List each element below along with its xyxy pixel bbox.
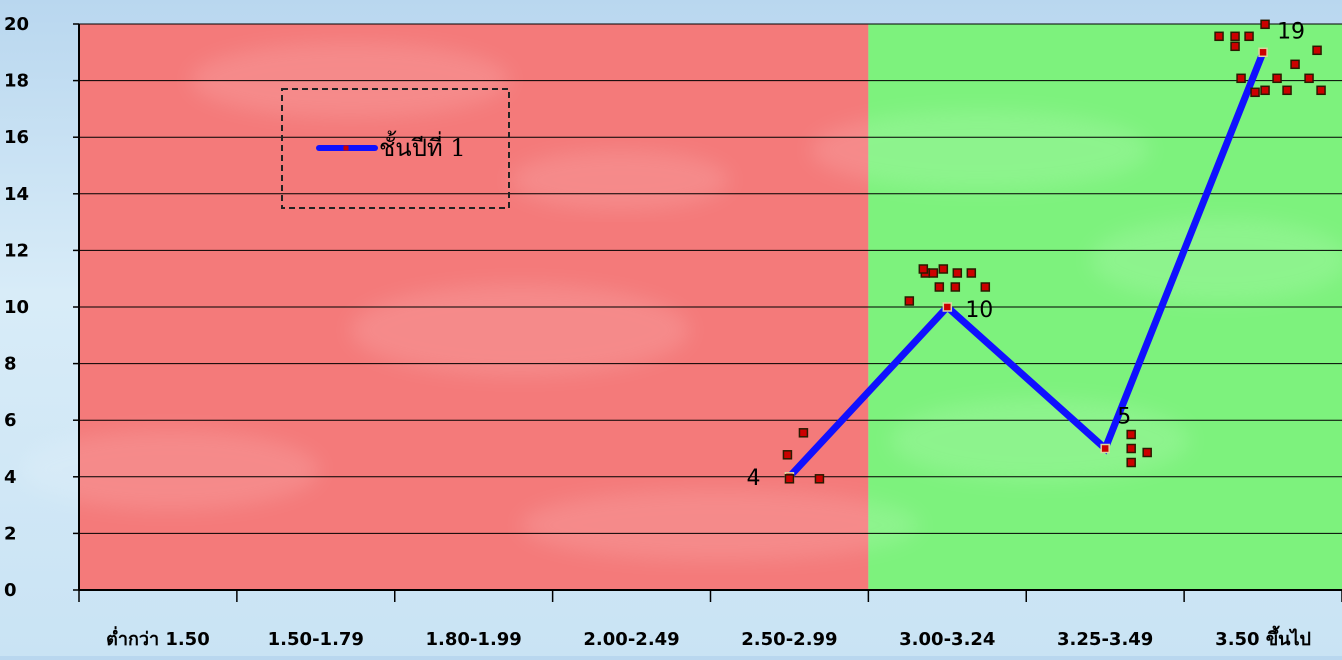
- x-tick-label: 2.50-2.99: [741, 629, 837, 650]
- x-tick-label: 1.50-1.79: [268, 629, 364, 650]
- marker-fragment: [966, 268, 977, 278]
- y-tick-label: 12: [4, 240, 29, 261]
- y-tick-label: 14: [4, 184, 29, 205]
- cloud-puff: [890, 398, 1190, 482]
- marker-fragment: [938, 264, 949, 274]
- marker-fragment: [980, 282, 991, 292]
- series-point: [942, 302, 953, 312]
- cloud-puff: [350, 284, 690, 376]
- y-tick-label: 0: [4, 580, 17, 601]
- y-tick-label: 10: [4, 297, 29, 318]
- marker-fragment: [928, 268, 939, 278]
- cloud-puff: [1090, 218, 1342, 302]
- data-label: 19: [1277, 19, 1305, 44]
- legend-box: [281, 88, 510, 209]
- marker-fragment: [1260, 85, 1270, 96]
- marker-fragment: [1290, 59, 1300, 70]
- series-line: [786, 51, 1267, 480]
- y-tick-label: 16: [4, 127, 29, 148]
- cloud-puff: [520, 489, 920, 561]
- marker-fragment: [1126, 443, 1136, 454]
- marker-fragment: [1304, 73, 1314, 84]
- data-label: 5: [1117, 405, 1131, 430]
- y-tick-label: 20: [4, 14, 29, 35]
- tick-labels: 0 2 4 6 8 10 12 14 16 18 20 ต่ำกว่า 1.50 1.50-1.79 1.…: [4, 14, 1311, 650]
- y-tick-label: 4: [4, 467, 17, 488]
- x-tick-label: 1.80-1.99: [426, 629, 522, 650]
- x-tick-label: 2.00-2.49: [583, 629, 679, 650]
- marker-fragment: [1282, 85, 1292, 96]
- marker-fragment: [798, 428, 809, 438]
- x-tick-label: 3.00-3.24: [899, 629, 995, 650]
- x-tick-label: 3.50 ขึ้นไป: [1215, 625, 1311, 650]
- marker-fragment: [782, 450, 793, 460]
- marker-fragment: [950, 282, 961, 292]
- marker-fragment: [1312, 45, 1322, 56]
- x-tick-label: 3.25-3.49: [1057, 629, 1153, 650]
- marker-fragment: [1250, 87, 1260, 98]
- marker-fragment: [904, 296, 915, 306]
- series-point: [1100, 443, 1110, 454]
- marker-fragment: [1230, 41, 1240, 52]
- marker-fragment: [1244, 31, 1254, 42]
- legend-series-marker: [343, 145, 349, 151]
- marker-fragment: [1126, 457, 1136, 468]
- y-tick-label: 18: [4, 71, 29, 92]
- marker-fragment: [784, 474, 795, 484]
- grid-lines: [79, 23, 1342, 534]
- cloud-texture: [20, 42, 1342, 561]
- marker-fragment: [1126, 429, 1136, 440]
- marker-fragment: [1142, 447, 1152, 458]
- cloud-puff: [510, 150, 730, 210]
- y-tick-label: 2: [4, 523, 17, 544]
- cloud-puff: [190, 42, 510, 118]
- marker-fragment: [1236, 73, 1246, 84]
- marker-decorations: [782, 19, 1326, 484]
- marker-fragment: [1260, 19, 1270, 30]
- cloud-puff: [20, 430, 320, 510]
- data-label: 10: [965, 298, 993, 323]
- marker-fragment: [918, 264, 929, 274]
- axes: [73, 23, 1342, 602]
- marker-fragment: [1316, 85, 1326, 96]
- legend: ชั้นปีที่ 1: [281, 88, 510, 209]
- marker-fragment: [952, 268, 963, 278]
- series-point: [1258, 47, 1268, 58]
- marker-fragment: [1272, 73, 1282, 84]
- marker-fragment: [934, 282, 945, 292]
- y-tick-label: 6: [4, 410, 17, 431]
- marker-fragment: [814, 474, 825, 484]
- data-label: 4: [746, 466, 760, 491]
- x-tick-label: ต่ำกว่า 1.50: [106, 626, 210, 650]
- y-tick-label: 8: [4, 354, 17, 375]
- marker-fragment: [1214, 31, 1224, 42]
- cloud-puff: [810, 110, 1150, 190]
- marker-fragment: [1230, 31, 1240, 42]
- data-labels: 4 10 5 19: [746, 19, 1305, 491]
- legend-series-name: ชั้นปีที่ 1: [379, 130, 466, 162]
